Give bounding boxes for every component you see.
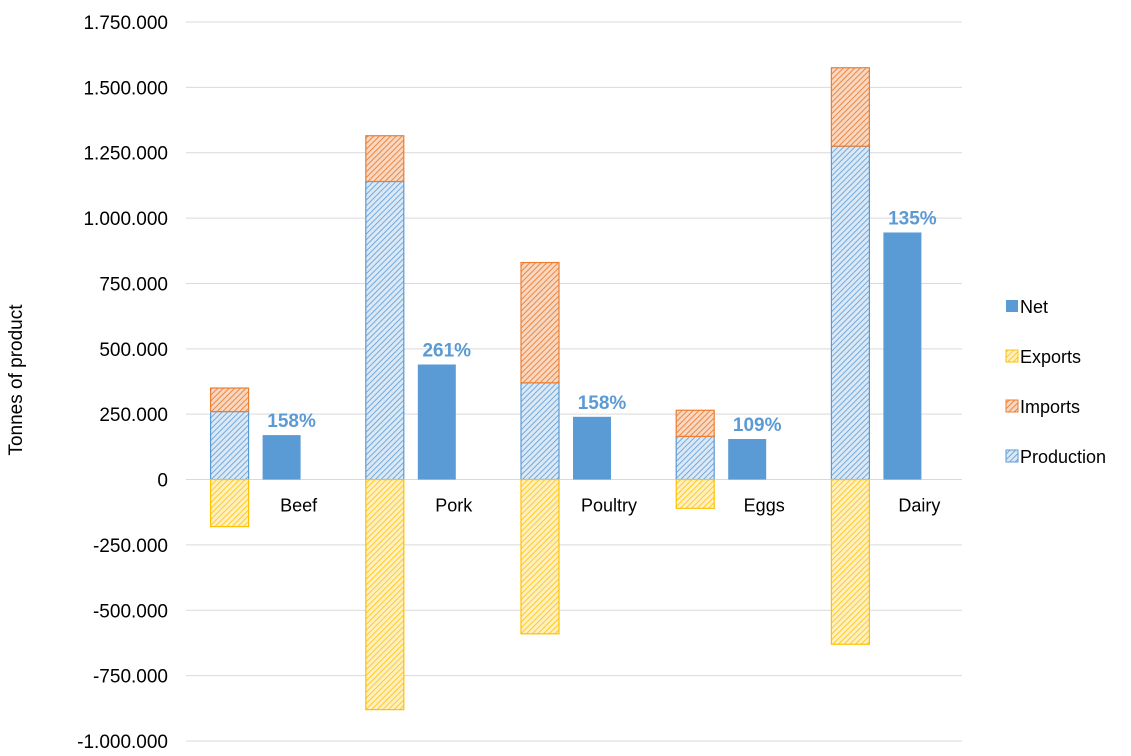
bar-exports [830,478,871,645]
category-label: Poultry [581,496,637,516]
bar-exports [365,478,405,711]
y-tick-label: 1.500.000 [83,78,168,99]
net-percentage-labels: 158% 261% 158% 109% 135% [267,208,937,436]
bar-production [830,145,871,481]
y-tick-label: -500.000 [93,601,168,622]
bar-exports [675,478,715,509]
bar-imports [365,135,405,183]
y-tick-label: -1.000.000 [77,732,168,753]
net-percentage-label: 261% [422,341,471,362]
bar-production [210,410,250,481]
category-label: Pork [435,496,473,516]
bar-imports [675,409,715,438]
net-percentage-label: 158% [578,393,627,414]
y-tick-label: 750.000 [99,274,168,295]
bar-net [573,416,611,480]
legend: Net Exports Imports Production [1005,297,1106,467]
x-axis-category-labels: Beef Pork Poultry Eggs Dairy [280,496,940,516]
y-tick-label: 1.000.000 [83,209,168,230]
bar-net [262,435,301,480]
legend-swatch [1005,399,1019,413]
category-label: Dairy [898,496,940,516]
y-tick-label: 1.250.000 [83,144,168,165]
bar-production [675,435,715,481]
bar-net [883,232,922,480]
category-label: Beef [280,496,318,516]
y-axis-tick-labels: 1.750.000 1.500.000 1.250.000 1.000.000 750.… [77,13,168,753]
legend-swatch [1006,300,1018,312]
legend-swatch [1005,349,1019,363]
legend-label: Production [1020,447,1106,467]
bar-imports [210,387,250,413]
net-percentage-label: 109% [733,415,782,436]
net-percentage-label: 135% [888,208,937,229]
legend-swatch [1005,449,1019,463]
y-tick-label: 1.750.000 [83,13,168,34]
y-tick-label: -750.000 [93,667,168,688]
bar-exports [210,478,250,528]
bars [210,67,922,711]
bar-net [728,439,767,480]
y-tick-label: 500.000 [99,340,168,361]
y-tick-label: 0 [157,471,168,492]
bar-exports [520,478,560,635]
y-axis-title: Tonnes of product [6,304,27,456]
legend-label: Exports [1020,347,1081,367]
bar-imports [520,261,560,384]
legend-label: Imports [1020,397,1080,417]
bar-imports [830,67,871,147]
bar-production [365,180,405,481]
category-label: Eggs [744,496,785,516]
bar-net [417,364,456,480]
y-tick-label: 250.000 [99,405,168,426]
y-tick-label: -250.000 [93,536,168,557]
legend-label: Net [1020,297,1048,317]
bar-production [520,382,560,481]
net-percentage-label: 158% [267,411,316,432]
